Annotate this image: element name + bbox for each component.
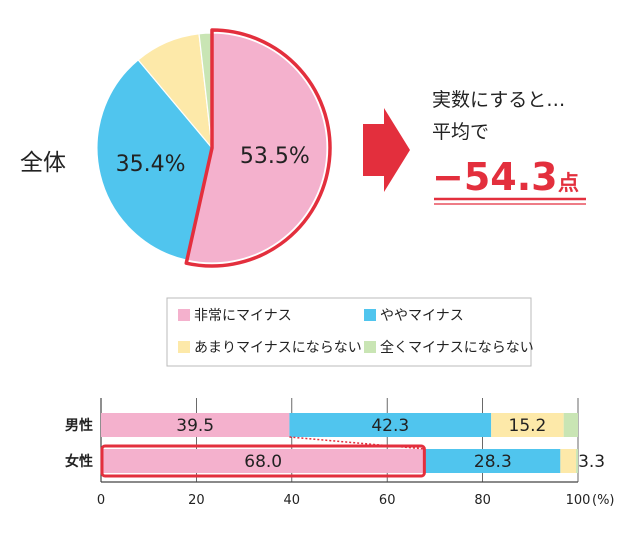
summary-line2: 平均で bbox=[432, 121, 489, 143]
x-tick-0: 0 bbox=[97, 493, 105, 508]
bar-value-1-1: 28.3 bbox=[474, 452, 512, 472]
bar-rects bbox=[100, 413, 578, 478]
summary-line1: 実数にすると… bbox=[432, 89, 565, 111]
legend-box bbox=[166, 297, 532, 367]
legend-swatch-3 bbox=[364, 341, 376, 353]
pie-labels: 53.5% 35.4% bbox=[116, 144, 310, 177]
pie-slices bbox=[96, 28, 332, 268]
legend-swatch-1 bbox=[364, 309, 376, 321]
pie-highlight-outline bbox=[184, 28, 332, 268]
bar-segment-0-3 bbox=[563, 413, 578, 437]
x-unit-label: (%) bbox=[592, 493, 615, 508]
x-tick-4: 80 bbox=[474, 493, 491, 508]
bar-highlight-box bbox=[100, 444, 426, 478]
bar-value-0-1: 42.3 bbox=[371, 416, 409, 436]
legend-label-1: ややマイナス bbox=[380, 308, 464, 324]
bar-axis: 0 20 40 60 80 100 (%) bbox=[97, 481, 615, 508]
bar-value-1-0: 68.0 bbox=[244, 452, 282, 472]
legend-swatch-0 bbox=[178, 309, 190, 321]
legend-label-0: 非常にマイナス bbox=[194, 308, 292, 324]
x-tick-3: 60 bbox=[379, 493, 396, 508]
bar-segment-1-2 bbox=[560, 449, 577, 473]
x-tick-2: 40 bbox=[284, 493, 301, 508]
row-label-0: 男性 bbox=[65, 417, 93, 434]
pie-label-0: 53.5% bbox=[240, 144, 310, 169]
legend-label-3: 全くマイナスにならない bbox=[380, 339, 534, 356]
bar-segment-0-0 bbox=[101, 413, 290, 437]
bar-value-1-2: 3.3 bbox=[578, 452, 605, 472]
pie-label-1: 35.4% bbox=[116, 152, 186, 177]
bar-segment-1-3 bbox=[576, 449, 578, 473]
legend-swatch-2 bbox=[178, 341, 190, 353]
bar-value-0-2: 15.2 bbox=[509, 416, 547, 436]
x-tick-5: 100 bbox=[566, 493, 591, 508]
bar-value-0-0: 39.5 bbox=[176, 416, 214, 436]
pie-slice-0 bbox=[186, 32, 328, 264]
summary-value: −54.3 bbox=[432, 155, 558, 199]
summary-unit: 点 bbox=[558, 171, 579, 195]
bar-segment-0-2 bbox=[491, 413, 564, 437]
row-label-1: 女性 bbox=[65, 453, 93, 470]
group-label: 全体 bbox=[20, 150, 66, 176]
bar-segment-1-0 bbox=[101, 449, 426, 473]
bar-segment-1-1 bbox=[425, 449, 561, 473]
right-arrow-icon bbox=[363, 108, 410, 192]
x-tick-1: 20 bbox=[188, 493, 205, 508]
legend-label-2: あまりマイナスにならない bbox=[194, 340, 362, 356]
pie-slice-1 bbox=[96, 59, 213, 261]
bar-segment-0-1 bbox=[289, 413, 492, 437]
legend: 非常にマイナス ややマイナス あまりマイナスにならない 全くマイナスにならない bbox=[166, 297, 534, 367]
pie-chart: 53.5% 35.4% bbox=[96, 28, 332, 268]
